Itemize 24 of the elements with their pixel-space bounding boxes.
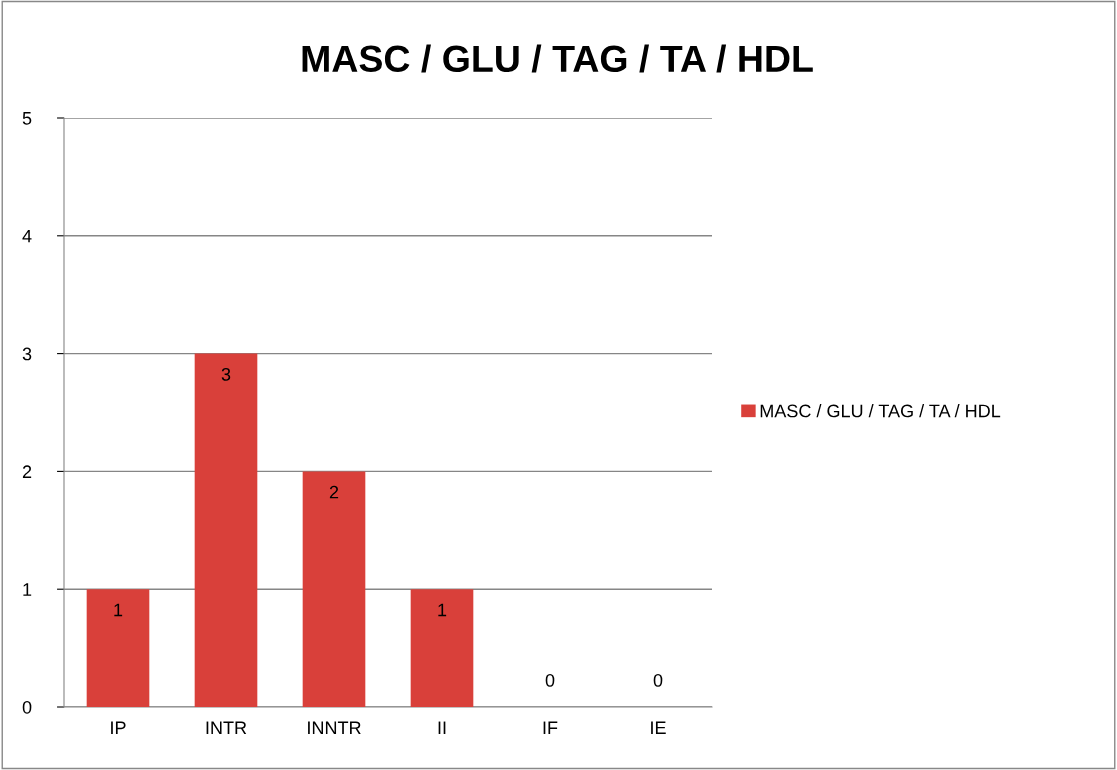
x-tick-label: IP [111, 721, 126, 734]
legend-label: MASC / GLU / TAG / TA / HDL [760, 404, 1001, 418]
y-tick-label: 5 [22, 112, 32, 125]
bar [194, 353, 258, 707]
data-label: 0 [653, 673, 663, 687]
bar [86, 589, 150, 707]
chart-title: MASC / GLU / TAG / TA / HDL [302, 44, 813, 73]
y-tick-label: 2 [22, 465, 32, 478]
data-label: 3 [221, 367, 231, 381]
data-label: 1 [438, 603, 447, 617]
y-tick-label: 3 [22, 347, 32, 361]
y-tick-label: 4 [22, 229, 32, 243]
data-label: 1 [114, 603, 123, 617]
bar [410, 589, 474, 707]
data-label: 2 [329, 485, 339, 499]
bar [302, 471, 366, 707]
y-tick-label: 1 [23, 583, 32, 596]
x-tick-label: INNTR [308, 721, 361, 734]
x-tick-label: IE [651, 721, 666, 734]
x-tick-label: INTR [206, 721, 247, 734]
y-tick-label: 0 [22, 700, 32, 714]
x-tick-label: II [438, 721, 446, 734]
x-tick-label: IF [543, 721, 558, 734]
data-label: 0 [545, 673, 555, 687]
